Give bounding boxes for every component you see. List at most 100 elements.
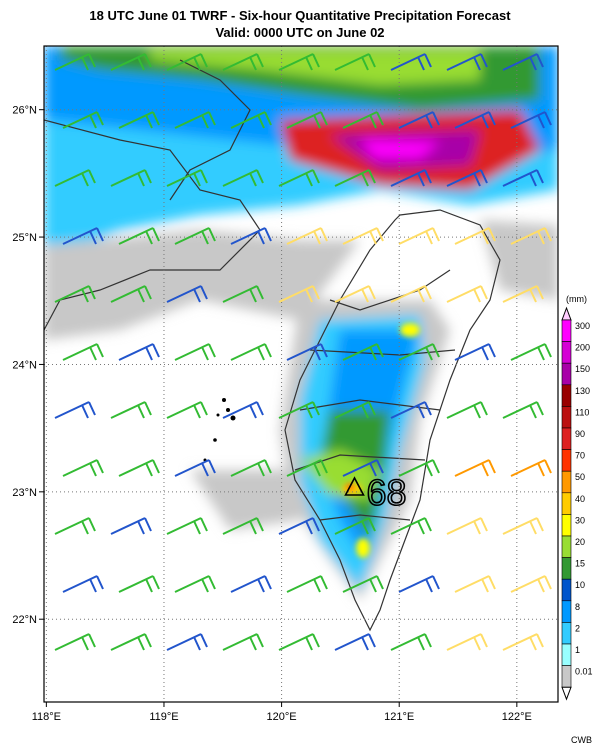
wind-barb [62, 459, 104, 477]
wind-barb [222, 169, 264, 187]
wind-barb [390, 285, 432, 303]
lon-tick-label: 119°E [149, 711, 178, 723]
colorbar-swatch [561, 622, 572, 645]
wind-barb [454, 343, 496, 361]
wind-barb [278, 517, 320, 535]
wind-barb [278, 401, 320, 419]
wind-barb [334, 169, 376, 187]
wind-barb [174, 227, 216, 245]
wind-barb [222, 517, 264, 535]
wind-barbs [54, 53, 600, 651]
triangle-icon [344, 476, 365, 496]
wind-barb [110, 517, 152, 535]
wind-barb [334, 401, 376, 419]
wind-barb [118, 343, 160, 361]
wind-barb [342, 459, 384, 477]
map-subtitle: Valid: 0000 UTC on June 02 [215, 25, 385, 40]
wind-barb [278, 53, 320, 71]
wind-barb [446, 285, 488, 303]
colorbar-level-label: 200 [575, 343, 590, 353]
wind-barb [446, 517, 488, 535]
wind-barb [230, 575, 272, 593]
wind-barb [110, 285, 152, 303]
wind-barb [166, 285, 208, 303]
wind-barb [286, 459, 328, 477]
wind-barb [334, 285, 376, 303]
colorbar-level-label: 8 [575, 602, 580, 612]
max-precip-marker: 68 [344, 471, 407, 514]
colorbar-swatch [561, 600, 572, 623]
colorbar-swatch [561, 427, 572, 450]
wind-barb [559, 54, 599, 70]
colorbar-swatch [561, 665, 572, 688]
wind-barb [174, 575, 216, 593]
wind-barb [110, 169, 152, 187]
wind-barb [278, 169, 320, 187]
wind-barb [110, 53, 152, 71]
wind-barb [342, 227, 384, 245]
wind-barb [454, 459, 496, 477]
wind-barb [166, 517, 208, 535]
wind-barb [334, 517, 376, 535]
colorbar-level-label: 110 [575, 407, 589, 417]
lon-tick-label: 122°E [502, 711, 532, 723]
wind-barb [174, 459, 216, 477]
wind-barb [502, 285, 544, 303]
wind-barb [222, 285, 264, 303]
wind-barb [334, 633, 376, 651]
lon-tick-label: 118°E [32, 711, 61, 723]
wind-barb [286, 111, 328, 129]
colorbar-swatch [561, 470, 572, 494]
lat-tick-label: 24°N [12, 359, 37, 371]
map-title: 18 UTC June 01 TWRF - Six-hour Quantitat… [89, 8, 511, 23]
wind-barb [446, 633, 488, 651]
precipitation-field [44, 46, 600, 702]
wind-barb [502, 633, 544, 651]
wind-barb [446, 53, 488, 71]
wind-barb [567, 228, 600, 244]
wind-barb [62, 227, 104, 245]
colorbar-swatch [561, 535, 572, 558]
colorbar-level-label: 2 [575, 623, 580, 633]
wind-barb [54, 285, 96, 303]
colorbar-level-label: 300 [575, 321, 590, 331]
wind-barb [510, 111, 552, 129]
island-markers [203, 398, 236, 462]
lon-tick-label: 120°E [267, 711, 297, 723]
wind-barb [502, 517, 544, 535]
wind-barb [446, 169, 488, 187]
wind-barb [118, 227, 160, 245]
wind-barb [278, 285, 320, 303]
wind-barb [286, 343, 328, 361]
wind-barb [230, 343, 272, 361]
wind-barb [54, 53, 96, 71]
wind-barb [54, 401, 96, 419]
wind-barb [54, 169, 96, 187]
wind-barb [118, 459, 160, 477]
colorbar-level-label: 50 [575, 472, 585, 482]
colorbar-swatch [561, 557, 572, 580]
wind-barb [230, 459, 272, 477]
wind-barb [454, 111, 496, 129]
wind-barb [222, 53, 264, 71]
wind-barb [502, 401, 544, 419]
colorbar-top-arrow [561, 306, 572, 321]
colorbar-level-label: 1 [575, 645, 580, 655]
lat-tick-label: 25°N [12, 232, 37, 244]
colorbar-swatch [561, 578, 572, 602]
map-frame [43, 45, 559, 703]
wind-barb [510, 227, 552, 245]
colorbar-swatch [561, 341, 572, 364]
wind-barb [110, 401, 152, 419]
wind-barb [454, 575, 496, 593]
wind-barb [222, 401, 264, 419]
wind-barb [166, 169, 208, 187]
wind-barb [342, 343, 384, 361]
lon-tick-label: 121°E [384, 711, 414, 723]
colorbar-level-label: 0.01 [575, 667, 593, 677]
wind-barb [334, 53, 376, 71]
wind-barb [398, 343, 440, 361]
colorbar-swatch [561, 449, 572, 472]
colorbar-level-label: 20 [575, 537, 585, 547]
